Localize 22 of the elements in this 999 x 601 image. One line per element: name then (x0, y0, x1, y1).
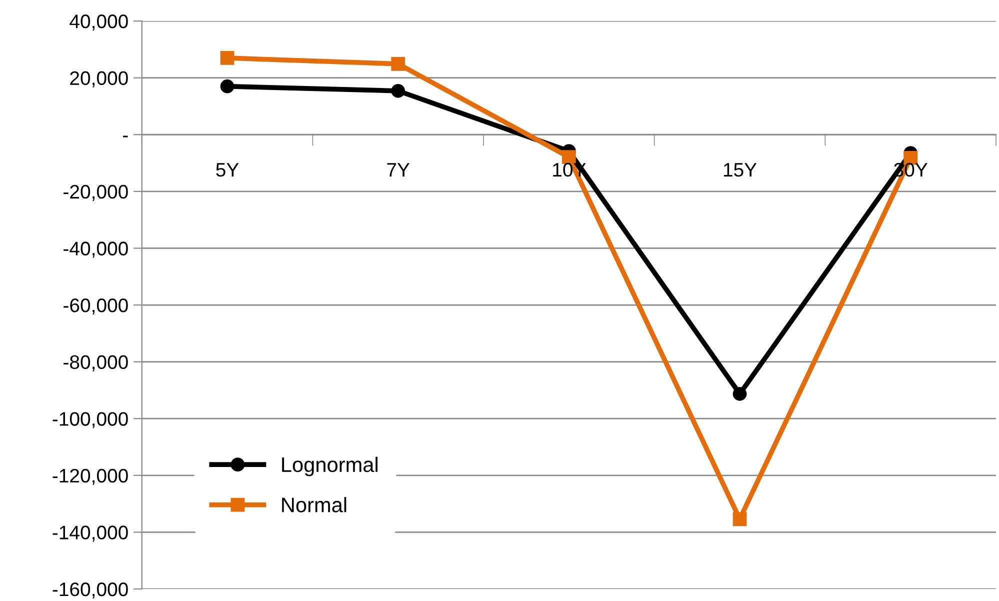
point (220, 51, 234, 65)
y-tick-label: -140,000 (52, 526, 128, 542)
legend-label: Normal (282, 497, 346, 512)
legend-label: Lognormal (282, 456, 378, 476)
point (220, 79, 234, 94)
y-tick-label: -40,000 (64, 242, 128, 258)
y-tick-label: -120,000 (52, 468, 128, 485)
y-tick-label: -80,000 (64, 355, 128, 372)
x-tick-label: 7Y (387, 163, 410, 176)
point (732, 512, 747, 526)
y-tick-label: -20,000 (64, 184, 128, 201)
point (391, 56, 406, 71)
y-tick-label: 40,000 (70, 14, 128, 31)
point (391, 84, 406, 98)
y-tick-label: -160,000 (52, 582, 128, 599)
y-tick-label: -60,000 (64, 298, 128, 315)
y-tick-label: 20,000 (70, 71, 128, 88)
y-tick-label: -100,000 (52, 412, 128, 428)
x-tick-label: 5Y (216, 163, 239, 177)
point (732, 386, 747, 401)
x-tick-label: 15Y (724, 163, 757, 177)
y-tick-label: - (123, 136, 128, 138)
